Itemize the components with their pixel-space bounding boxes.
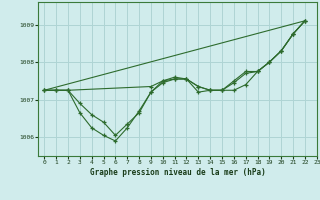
X-axis label: Graphe pression niveau de la mer (hPa): Graphe pression niveau de la mer (hPa)	[90, 168, 266, 177]
